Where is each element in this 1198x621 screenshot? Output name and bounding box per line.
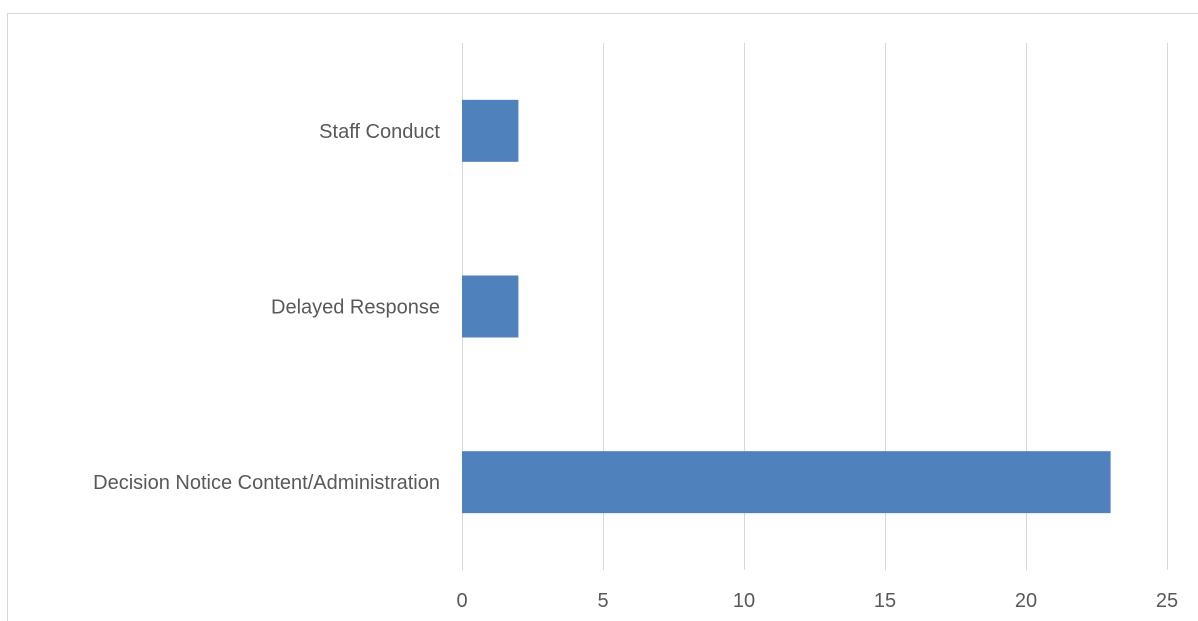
x-axis-tick-labels: 0 5 10 15 20 25 [456, 590, 1178, 612]
bar [462, 451, 1111, 513]
category-label: Decision Notice Content/Administration [93, 472, 440, 494]
category-labels: Staff Conduct Delayed Response Decision No… [93, 121, 440, 494]
category-label: Delayed Response [271, 297, 440, 319]
x-tick-label: 15 [874, 590, 896, 612]
x-tick-label: 10 [733, 590, 755, 612]
bars [462, 100, 1111, 513]
x-tick-label: 25 [1156, 590, 1178, 612]
bar [462, 276, 518, 338]
x-tick-label: 20 [1015, 590, 1037, 612]
x-tick-label: 5 [597, 590, 608, 612]
bar [462, 100, 518, 162]
x-tick-label: 0 [456, 590, 467, 612]
category-label: Staff Conduct [319, 121, 440, 143]
